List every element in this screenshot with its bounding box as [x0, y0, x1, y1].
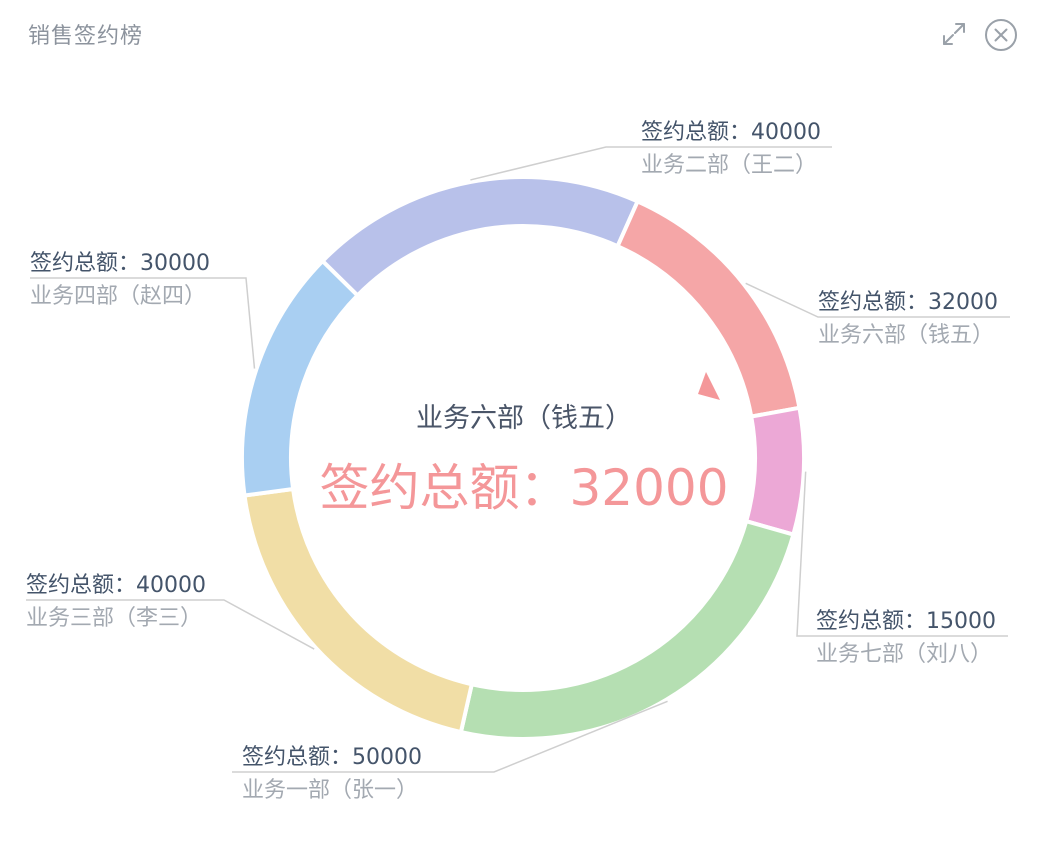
slice-value-label: 签约总额：30000: [30, 251, 210, 276]
donut-slice[interactable]: [461, 521, 793, 739]
slice-name-label: 业务二部（王二）: [641, 153, 817, 178]
slice-value-label: 签约总额：40000: [26, 573, 206, 598]
slice-value-label: 签约总额：32000: [818, 290, 998, 315]
slice-name-label: 业务七部（刘八）: [816, 642, 992, 667]
slice-value-label: 签约总额：50000: [242, 745, 422, 770]
slice-name-label: 业务一部（张一）: [242, 778, 418, 803]
donut-slice[interactable]: [245, 489, 472, 732]
donut-slice[interactable]: [323, 177, 638, 295]
center-slice-name: 业务六部（钱五）: [324, 396, 724, 435]
slice-name-label: 业务四部（赵四）: [30, 284, 206, 309]
slice-name-label: 业务六部（钱五）: [818, 323, 994, 348]
slice-name-label: 业务三部（李三）: [26, 606, 202, 631]
slice-value-label: 签约总额：15000: [816, 609, 996, 634]
slice-value-label: 签约总额：40000: [641, 120, 821, 145]
center-slice-value: 签约总额：32000: [274, 448, 774, 520]
